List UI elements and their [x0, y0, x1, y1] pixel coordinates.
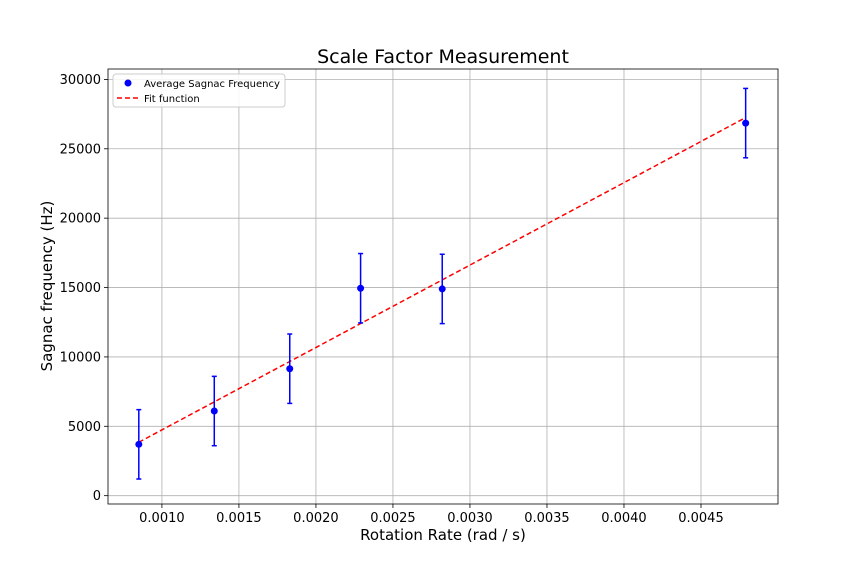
- chart-title: Scale Factor Measurement: [317, 46, 569, 68]
- data-point: [357, 284, 365, 292]
- series-layer: [135, 87, 750, 480]
- x-tick-label: 0.0040: [601, 511, 647, 526]
- x-tick-label: 0.0010: [139, 511, 185, 526]
- x-tick-label: 0.0035: [524, 511, 570, 526]
- y-tick-label: 5000: [68, 420, 101, 435]
- y-axis-label: Sagnac frequency (Hz): [38, 201, 56, 372]
- legend-label-fit: Fit function: [144, 94, 200, 105]
- data-point: [438, 285, 446, 293]
- y-tick-label: 25000: [60, 142, 101, 157]
- y-tick-label: 10000: [60, 350, 101, 365]
- x-tick-label: 0.0025: [370, 511, 416, 526]
- legend: Average Sagnac Frequency Fit function: [112, 73, 286, 108]
- x-tick-label: 0.0015: [216, 511, 262, 526]
- x-tick-label: 0.0030: [447, 511, 493, 526]
- plot-frame: [107, 68, 779, 505]
- legend-box: [112, 73, 286, 108]
- data-point: [135, 440, 143, 448]
- grid: [108, 69, 778, 504]
- ticks: 0.0010 0.0015 0.0020 0.0025 0.0030 0.0035 0.00…: [60, 73, 724, 526]
- y-tick-label: 30000: [60, 73, 101, 88]
- x-axis-label: Rotation Rate (rad / s): [360, 526, 526, 544]
- legend-label-average: Average Sagnac Frequency: [144, 79, 280, 90]
- x-tick-label: 0.0045: [678, 511, 724, 526]
- y-tick-label: 0: [93, 489, 101, 504]
- y-tick-label: 15000: [60, 281, 101, 296]
- legend-marker-average: [124, 79, 132, 87]
- y-tick-label: 20000: [60, 212, 101, 227]
- data-point: [742, 119, 750, 127]
- x-tick-label: 0.0020: [293, 511, 339, 526]
- data-point: [286, 365, 294, 373]
- data-point: [210, 407, 218, 415]
